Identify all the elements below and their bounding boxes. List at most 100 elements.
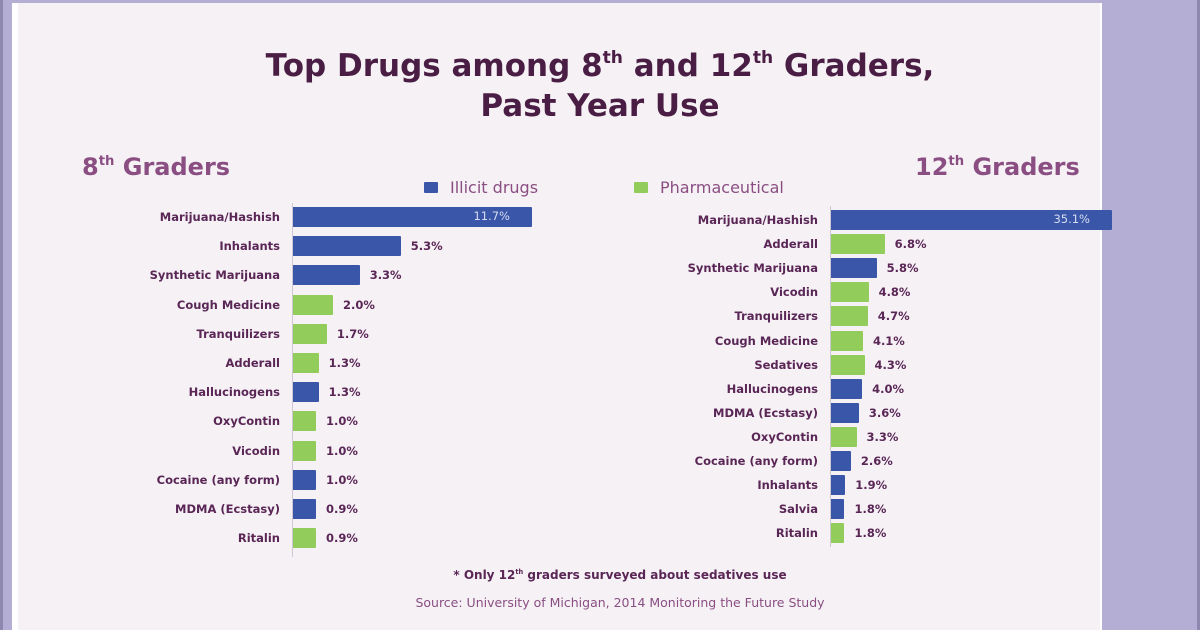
bar-category-label: Adderall [225, 356, 280, 370]
bar-pharmaceutical [292, 528, 316, 549]
bar-category-label: Vicodin [232, 443, 280, 458]
bar-row: Marijuana/Hashish 11.7% [40, 207, 532, 227]
bar-category-label: MDMA (Ecstasy) [713, 405, 818, 420]
bar-category-label: Adderall [763, 237, 818, 252]
bar-row: Synthetic Marijuana 5.8% [580, 258, 919, 279]
bar-value-label: 1.3% [328, 356, 361, 370]
bar-illicit [292, 265, 360, 286]
bar-category-label: Marijuana/Hashish [159, 210, 280, 224]
bar-category-label: Ritalin [775, 526, 818, 541]
bar-value-label: 3.3% [866, 429, 899, 444]
bar-value-label: 4.1% [872, 333, 905, 348]
bar-category-label: Cough Medicine [714, 333, 818, 348]
bar-row: Hallucinogens 1.3% [40, 382, 361, 403]
source-citation: Source: University of Michigan, 2014 Mon… [415, 595, 825, 610]
bar-pharmaceutical [830, 330, 863, 351]
bar-illicit [292, 499, 316, 519]
bar-category-label: OxyContin [751, 429, 818, 444]
bar-category-label: Marijuana/Hashish [697, 213, 818, 227]
legend-item-illicit: Illicit drugs [424, 178, 538, 197]
bar-pharmaceutical [292, 353, 319, 373]
bar-value-label: 1.0% [326, 443, 358, 458]
bar-pharmaceutical [830, 523, 845, 544]
bar-value-label: 11.7% [473, 209, 510, 223]
bar-value-label: 4.8% [878, 285, 911, 300]
bar-illicit [830, 475, 846, 496]
bar-pharmaceutical [830, 354, 865, 375]
bar-category-label: Inhalants [219, 239, 280, 254]
bar-illicit [292, 382, 319, 403]
slide-panel [12, 3, 1102, 630]
bar-value-label: 4.0% [872, 381, 905, 396]
chart-axis-line [830, 206, 831, 548]
bar-value-label: 1.9% [855, 478, 888, 493]
bar-category-label: Inhalants [757, 478, 818, 493]
chart-title-line2: Past Year Use [480, 88, 720, 124]
bar-value-label: 35.1% [1053, 212, 1090, 226]
bar-value-label: 3.6% [868, 405, 901, 420]
legend-item-pharmaceutical: Pharmaceutical [634, 178, 784, 197]
bar-row: OxyContin 1.0% [40, 411, 358, 432]
bar-value-label: 1.8% [854, 502, 887, 517]
bar-pharmaceutical [830, 282, 869, 303]
bar-category-label: Cocaine (any form) [156, 472, 280, 487]
legend-swatch-illicit-icon [424, 182, 438, 193]
bar-value-label: 2.0% [343, 297, 375, 312]
bar-category-label: MDMA (Ecstasy) [175, 502, 280, 516]
bar-category-label: Ritalin [237, 531, 280, 546]
bar-illicit [830, 258, 877, 279]
bar-row: Synthetic Marijuana 3.3% [40, 265, 402, 286]
window-frame-left [0, 0, 3, 630]
bar-pharmaceutical [830, 426, 857, 447]
bar-illicit [830, 451, 851, 471]
bar-value-label: 0.9% [326, 502, 358, 516]
bar-row: Inhalants 1.9% [580, 475, 888, 496]
chart-title-line1: Top Drugs among 8th and 12th Graders, [265, 48, 935, 84]
bar-category-label: Vicodin [770, 285, 818, 300]
bar-row: Hallucinogens 4.0% [580, 378, 905, 399]
bar-value-label: 1.0% [326, 472, 358, 487]
bar-row: MDMA (Ecstasy) 3.6% [580, 402, 901, 423]
bar-category-label: Tranquilizers [196, 326, 280, 341]
bar-value-label: 1.8% [854, 526, 887, 541]
bar-value-label: 5.8% [886, 261, 919, 276]
legend-label-illicit: Illicit drugs [450, 178, 539, 197]
bar-category-label: OxyContin [213, 414, 280, 429]
bar-row: Ritalin 0.9% [40, 528, 358, 549]
bar-row: Vicodin 4.8% [580, 282, 911, 303]
bar-row: Cocaine (any form) 1.0% [40, 469, 358, 490]
footnote: * Only 12th graders surveyed about sedat… [453, 568, 787, 582]
bar-illicit [830, 402, 859, 423]
bar-category-label: Salvia [778, 502, 818, 517]
legend-label-pharmaceutical: Pharmaceutical [660, 178, 784, 197]
bar-value-label: 4.7% [877, 309, 910, 324]
bar-row: MDMA (Ecstasy) 0.9% [40, 499, 358, 519]
bar-value-label: 6.8% [894, 237, 927, 252]
bar-illicit [292, 236, 401, 257]
bar-value-label: 2.6% [860, 454, 893, 468]
bar-row: Ritalin 1.8% [580, 523, 887, 544]
chart-axis-line [292, 203, 293, 558]
bar-illicit: 11.7% [292, 207, 532, 227]
bar-row: Cough Medicine 2.0% [40, 294, 375, 315]
eighth-graders-heading: 8th Graders [82, 153, 231, 181]
bar-value-label: 1.7% [336, 326, 369, 341]
bar-row: Adderall 1.3% [40, 353, 361, 373]
bar-illicit [830, 378, 863, 399]
bar-value-label: 1.3% [328, 385, 361, 400]
bar-value-label: 4.3% [874, 357, 907, 372]
bar-value-label: 5.3% [410, 239, 443, 254]
bar-pharmaceutical [830, 234, 885, 255]
bar-row: Cough Medicine 4.1% [580, 330, 905, 351]
bar-value-label: 3.3% [369, 268, 402, 283]
bar-row: Tranquilizers 4.7% [580, 306, 910, 327]
bar-row: Tranquilizers 1.7% [40, 323, 369, 344]
bar-category-label: Tranquilizers [734, 309, 818, 324]
bar-category-label: Synthetic Marijuana [687, 261, 818, 276]
bar-category-label: Hallucinogens [188, 385, 280, 400]
bar-row: Inhalants 5.3% [40, 236, 443, 257]
bar-pharmaceutical [830, 306, 868, 327]
bar-row: Sedatives 4.3% [580, 354, 907, 375]
bar-value-label: 0.9% [326, 531, 358, 546]
bar-category-label: Sedatives [754, 357, 818, 372]
